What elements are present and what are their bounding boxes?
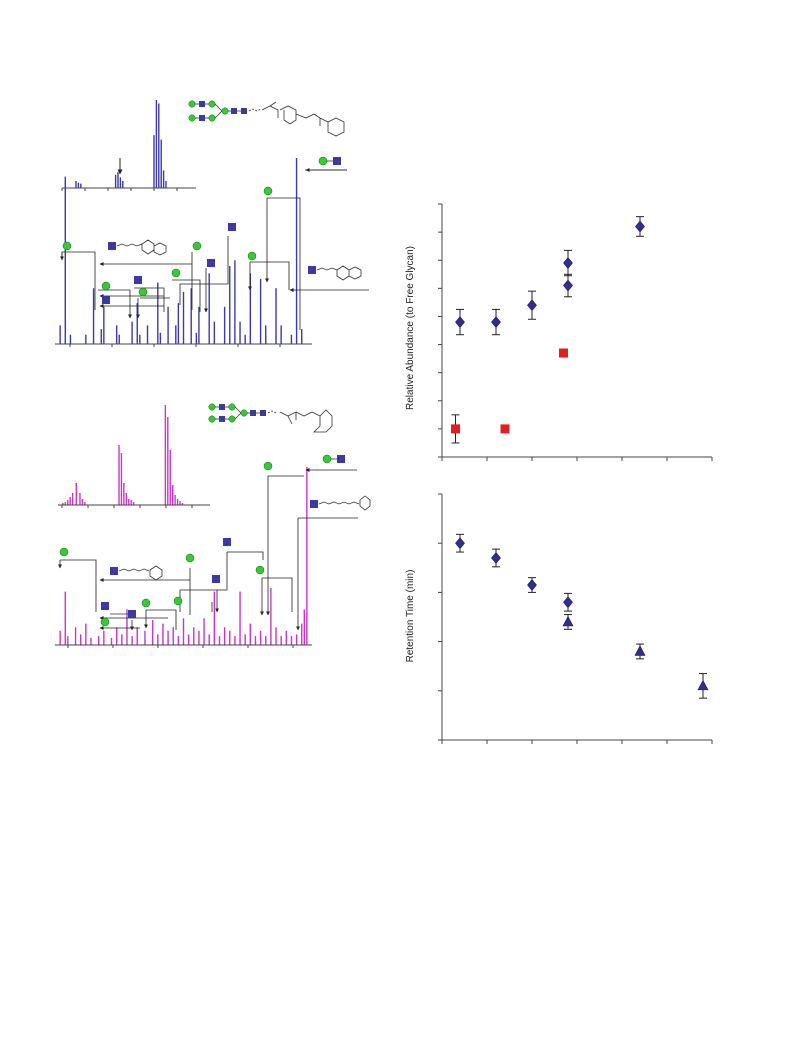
diamond-point — [527, 299, 537, 312]
linker-icon — [318, 495, 371, 511]
triangle-point — [697, 679, 709, 691]
hexose-icon — [228, 415, 236, 423]
hexnac-icon — [134, 276, 142, 284]
linker-icon — [116, 239, 167, 256]
hexose-icon — [255, 565, 265, 575]
hexnac-icon — [228, 223, 236, 231]
fragment-glyphs-2 — [59, 454, 371, 627]
hexnac-icon — [199, 115, 205, 121]
hexose-icon — [188, 114, 196, 122]
hexnac-icon — [223, 538, 231, 546]
hexose-icon — [188, 100, 196, 108]
hexose-icon — [101, 281, 111, 291]
hexose-icon — [208, 403, 216, 411]
hexnac-icon — [219, 416, 225, 422]
fragment-annotations-1 — [60, 168, 369, 330]
spectrum2-inset — [61, 405, 193, 508]
spectrum2-peaks — [59, 467, 308, 648]
relative-abundance-ylabel: Relative Abundance (to Free Glycan) — [405, 246, 416, 410]
triangle-point — [634, 645, 646, 656]
hexose-icon — [318, 156, 328, 166]
diamond-point — [563, 596, 573, 609]
hexnac-icon — [199, 101, 205, 107]
diamond-point — [563, 279, 573, 292]
hexnac-icon — [260, 410, 266, 416]
relative-abundance-chart: Relative Abundance (to Free Glycan) — [405, 203, 713, 461]
hexose-icon — [208, 415, 216, 423]
hexnac-icon — [250, 410, 256, 416]
relative-abundance-axes — [438, 203, 713, 461]
square-point — [500, 424, 510, 434]
glycan-structure-1 — [188, 100, 345, 137]
hexnac-icon — [310, 500, 318, 508]
hexnac-icon — [308, 266, 316, 274]
linker-structure — [261, 101, 345, 137]
hexose-icon — [171, 268, 181, 278]
hexose-icon — [59, 547, 69, 557]
diamond-point — [491, 316, 501, 329]
hexose-icon — [240, 409, 248, 417]
hexnac-icon — [101, 602, 109, 610]
hexnac-icon — [219, 404, 225, 410]
hexose-icon — [141, 598, 151, 608]
ms-spectrum-2 — [55, 403, 371, 648]
diamond-point — [455, 537, 465, 550]
hexnac-icon — [110, 567, 118, 575]
hexose-icon — [228, 403, 236, 411]
hexose-icon — [322, 454, 332, 464]
glycan-structure-2 — [208, 403, 333, 433]
hexnac-icon — [241, 108, 247, 114]
triangle-point — [562, 615, 574, 627]
hexose-icon — [221, 107, 229, 115]
hexose-icon — [185, 553, 195, 563]
diamond-point — [527, 579, 537, 591]
retention-time-axes — [438, 493, 713, 744]
linker-icon — [316, 265, 362, 281]
hexose-icon — [263, 461, 273, 471]
retention-time-ylabel: Retention Time (min) — [405, 570, 416, 663]
retention-time-marks — [455, 533, 709, 699]
hexose-icon — [208, 114, 216, 122]
diamond-point — [635, 220, 645, 233]
ms-spectrum-1 — [55, 100, 369, 347]
hexose-icon — [100, 617, 110, 627]
hexnac-icon — [108, 242, 116, 250]
fragment-glyphs-1 — [62, 156, 362, 304]
hexose-icon — [263, 186, 273, 196]
relative-abundance-marks — [451, 216, 645, 444]
square-point — [559, 348, 568, 358]
hexnac-icon — [337, 455, 345, 463]
hexnac-icon — [102, 296, 110, 304]
linker-icon — [118, 565, 163, 581]
hexose-icon — [138, 287, 148, 297]
hexnac-icon — [212, 575, 220, 583]
diamond-point — [563, 257, 573, 270]
spectrum1-peaks — [59, 158, 303, 347]
spectrum1-inset — [61, 100, 178, 191]
hexose-icon — [247, 251, 257, 261]
hexose-icon — [173, 596, 183, 606]
hexnac-icon — [231, 108, 237, 114]
hexnac-icon — [333, 157, 341, 165]
diamond-point — [491, 551, 501, 564]
linker-structure — [279, 409, 333, 433]
hexnac-icon — [207, 259, 215, 267]
hexose-icon — [62, 241, 72, 251]
hexnac-icon — [128, 610, 136, 618]
diamond-point — [455, 316, 465, 329]
retention-time-chart: Retention Time (min) — [405, 493, 713, 744]
hexose-icon — [208, 100, 216, 108]
hexose-icon — [192, 241, 202, 251]
square-point — [451, 424, 460, 434]
